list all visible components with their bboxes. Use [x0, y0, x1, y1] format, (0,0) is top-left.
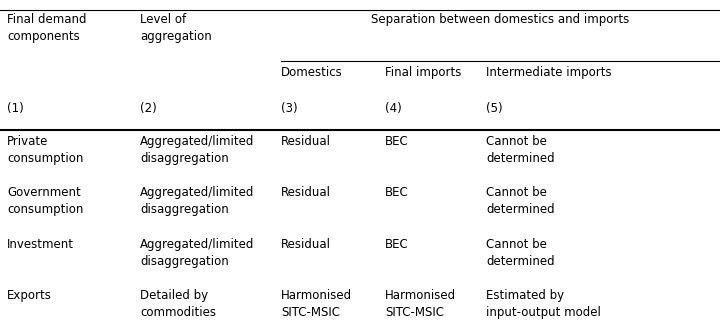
Text: Exports: Exports [7, 289, 52, 302]
Text: Harmonised
SITC-MSIC: Harmonised SITC-MSIC [281, 289, 352, 319]
Text: Detailed by
commodities: Detailed by commodities [140, 289, 217, 319]
Text: Harmonised
SITC-MSIC: Harmonised SITC-MSIC [385, 289, 456, 319]
Text: Final demand
components: Final demand components [7, 13, 86, 43]
Text: (2): (2) [140, 102, 157, 115]
Text: Level of
aggregation: Level of aggregation [140, 13, 212, 43]
Text: Aggregated/limited
disaggregation: Aggregated/limited disaggregation [140, 238, 255, 268]
Text: Private
consumption: Private consumption [7, 135, 84, 165]
Text: Residual: Residual [281, 186, 330, 199]
Text: BEC: BEC [385, 238, 409, 250]
Text: Cannot be
determined: Cannot be determined [486, 186, 554, 216]
Text: (1): (1) [7, 102, 24, 115]
Text: Estimated by
input-output model: Estimated by input-output model [486, 289, 601, 319]
Text: Government
consumption: Government consumption [7, 186, 84, 216]
Text: (5): (5) [486, 102, 503, 115]
Text: Final imports: Final imports [385, 66, 462, 79]
Text: Cannot be
determined: Cannot be determined [486, 135, 554, 165]
Text: Aggregated/limited
disaggregation: Aggregated/limited disaggregation [140, 135, 255, 165]
Text: Residual: Residual [281, 238, 330, 250]
Text: Investment: Investment [7, 238, 74, 250]
Text: Aggregated/limited
disaggregation: Aggregated/limited disaggregation [140, 186, 255, 216]
Text: Cannot be
determined: Cannot be determined [486, 238, 554, 268]
Text: Domestics: Domestics [281, 66, 343, 79]
Text: (4): (4) [385, 102, 402, 115]
Text: Separation between domestics and imports: Separation between domestics and imports [372, 13, 629, 26]
Text: BEC: BEC [385, 135, 409, 148]
Text: Residual: Residual [281, 135, 330, 148]
Text: (3): (3) [281, 102, 297, 115]
Text: Intermediate imports: Intermediate imports [486, 66, 611, 79]
Text: BEC: BEC [385, 186, 409, 199]
